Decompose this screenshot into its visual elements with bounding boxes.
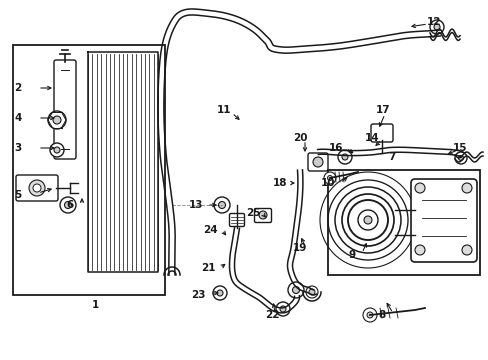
Text: 12: 12: [426, 17, 440, 27]
Circle shape: [308, 289, 314, 295]
Circle shape: [461, 245, 471, 255]
Circle shape: [54, 147, 60, 153]
Text: 19: 19: [292, 243, 306, 253]
Circle shape: [458, 156, 463, 161]
Circle shape: [259, 211, 266, 219]
Circle shape: [363, 216, 371, 224]
FancyBboxPatch shape: [54, 60, 76, 159]
Circle shape: [287, 282, 304, 298]
Text: 13: 13: [188, 200, 203, 210]
Text: 17: 17: [375, 105, 389, 115]
Circle shape: [218, 202, 225, 208]
Text: 15: 15: [452, 143, 467, 153]
FancyBboxPatch shape: [229, 213, 244, 226]
Text: 20: 20: [292, 133, 306, 143]
Circle shape: [217, 290, 223, 296]
Text: 21: 21: [201, 263, 215, 273]
Text: 14: 14: [364, 133, 379, 143]
Circle shape: [280, 306, 285, 312]
Circle shape: [337, 150, 351, 164]
Circle shape: [414, 245, 424, 255]
Circle shape: [305, 286, 317, 298]
Circle shape: [53, 116, 61, 124]
Circle shape: [324, 172, 335, 184]
Text: 9: 9: [348, 250, 355, 260]
Text: 24: 24: [202, 225, 217, 235]
Text: 6: 6: [66, 200, 74, 210]
Circle shape: [50, 143, 64, 157]
Circle shape: [312, 157, 323, 167]
Circle shape: [414, 183, 424, 193]
Text: 3: 3: [14, 143, 21, 153]
Text: 11: 11: [216, 105, 231, 115]
Circle shape: [64, 202, 71, 208]
Circle shape: [275, 302, 289, 316]
Bar: [327, 170, 479, 275]
Text: 10: 10: [320, 178, 335, 188]
Circle shape: [327, 175, 332, 180]
Circle shape: [429, 20, 443, 34]
Text: 8: 8: [378, 310, 385, 320]
Text: 23: 23: [190, 290, 205, 300]
Circle shape: [357, 210, 377, 230]
Text: 1: 1: [91, 300, 99, 310]
Circle shape: [341, 154, 347, 160]
Circle shape: [214, 197, 229, 213]
Circle shape: [33, 184, 41, 192]
Text: 16: 16: [328, 143, 343, 153]
Text: 18: 18: [272, 178, 286, 188]
Circle shape: [454, 152, 466, 164]
Circle shape: [292, 287, 299, 293]
FancyBboxPatch shape: [307, 153, 327, 171]
Text: 7: 7: [387, 152, 395, 162]
Circle shape: [60, 197, 76, 213]
Circle shape: [433, 24, 439, 30]
FancyBboxPatch shape: [410, 179, 476, 262]
Circle shape: [362, 308, 376, 322]
Bar: [13, 45, 164, 295]
Circle shape: [366, 312, 372, 318]
FancyBboxPatch shape: [254, 208, 271, 222]
Text: 2: 2: [14, 83, 21, 93]
FancyBboxPatch shape: [16, 175, 58, 201]
Circle shape: [461, 183, 471, 193]
FancyBboxPatch shape: [370, 124, 392, 142]
Text: 4: 4: [14, 113, 21, 123]
Circle shape: [213, 286, 226, 300]
Text: 22: 22: [264, 310, 279, 320]
Text: 25: 25: [245, 208, 260, 218]
Circle shape: [29, 180, 45, 196]
Circle shape: [48, 111, 66, 129]
Text: 5: 5: [14, 190, 21, 200]
